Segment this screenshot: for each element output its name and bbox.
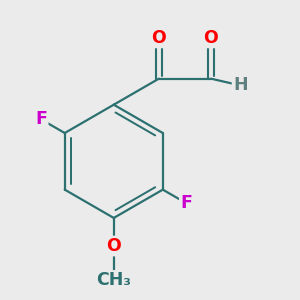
Text: O: O [106,237,121,255]
Text: F: F [35,110,47,128]
Text: O: O [204,29,218,47]
Text: H: H [233,76,248,94]
Text: F: F [180,194,192,212]
Text: O: O [152,29,166,47]
Text: CH₃: CH₃ [96,272,131,290]
